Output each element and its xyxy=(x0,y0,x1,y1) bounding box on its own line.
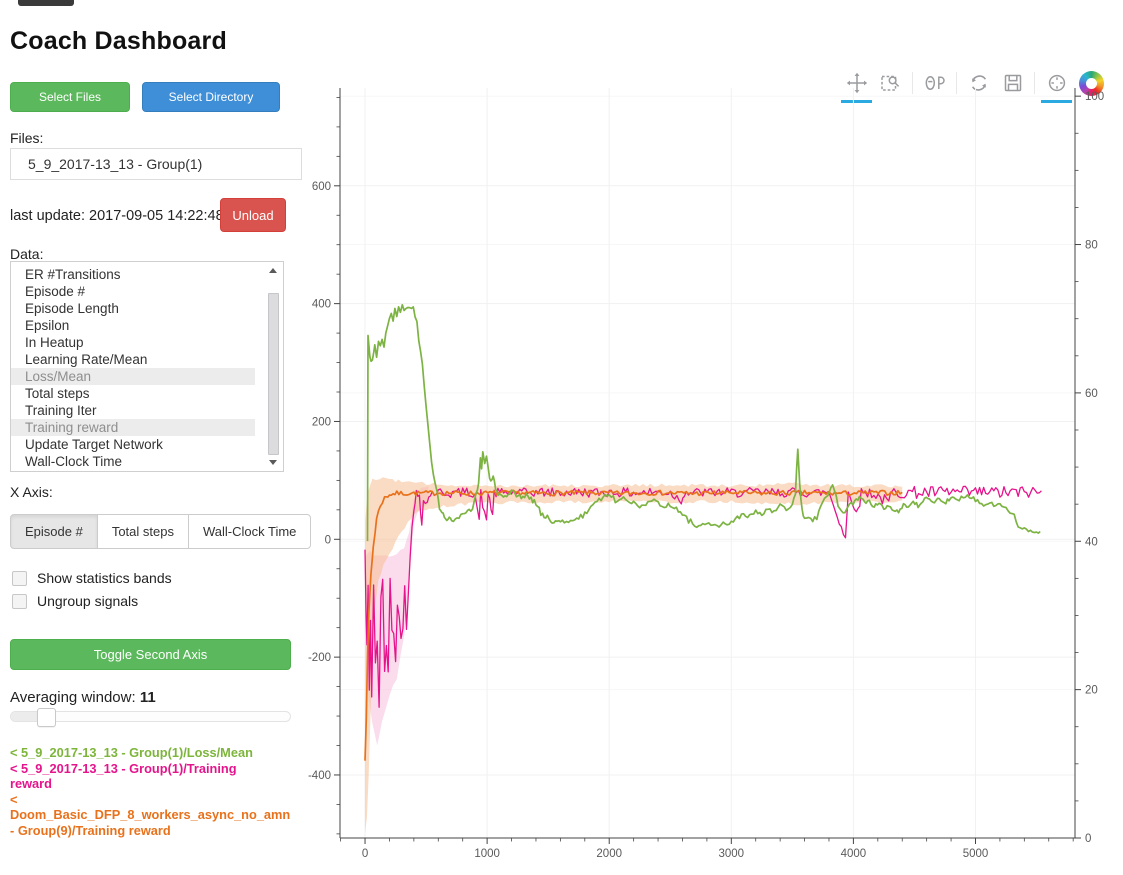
list-item[interactable]: Update Target Network xyxy=(25,437,163,452)
page-title: Coach Dashboard xyxy=(10,26,227,55)
box-zoom-tool-icon[interactable] xyxy=(876,70,905,96)
axis-tick-label: 40 xyxy=(1085,536,1098,548)
select-directory-button[interactable]: Select Directory xyxy=(142,82,280,112)
axis-tick-label: 0 xyxy=(362,848,368,860)
plot-toolbar xyxy=(841,66,1104,103)
legend-entry[interactable]: < 5_9_2017-13_13 - Group(1)/Training rewa… xyxy=(10,761,302,792)
files-select[interactable]: 5_9_2017-13_13 - Group(1) xyxy=(10,148,302,180)
checkbox[interactable] xyxy=(12,570,27,586)
scroll-down-icon[interactable] xyxy=(269,460,277,465)
unload-button[interactable]: Unload xyxy=(220,198,286,232)
axis-tick-label: 20 xyxy=(1085,685,1098,697)
legend-line: < 5_9_2017-13_13 - Group(1)/Loss/Mean xyxy=(10,745,253,760)
slider-fill xyxy=(11,712,39,721)
axis-tick-label: -400 xyxy=(308,770,331,782)
save-tool-icon[interactable] xyxy=(998,70,1027,96)
averaging-window-text: Averaging window: xyxy=(10,689,140,706)
toolbar-separator xyxy=(1034,72,1035,94)
axis-tick-label: 600 xyxy=(312,181,331,193)
toggle-second-axis-button[interactable]: Toggle Second Axis xyxy=(10,639,291,670)
toolbar-separator xyxy=(912,72,913,94)
list-item[interactable]: Training reward xyxy=(11,419,255,436)
legend-line: - Group(9)/Training reward xyxy=(10,822,171,838)
axis-tick-label: 0 xyxy=(1085,833,1091,845)
axis-tick-label: 4000 xyxy=(841,848,867,860)
series-line xyxy=(364,489,903,761)
axis-tick-label: 2000 xyxy=(596,848,622,860)
series-line xyxy=(366,303,1041,542)
list-item[interactable]: Wall-Clock Time xyxy=(25,454,123,469)
legend-line: < xyxy=(10,791,18,807)
hover-tool-icon[interactable] xyxy=(1041,70,1072,103)
list-item[interactable]: Epsilon xyxy=(25,318,70,333)
x-axis-option-episode-[interactable]: Episode # xyxy=(10,514,98,549)
list-item[interactable]: ER #Transitions xyxy=(25,267,121,282)
averaging-window-value: 11 xyxy=(139,689,156,706)
averaging-window-label: Averaging window: 11 xyxy=(10,689,156,706)
stats-band xyxy=(365,477,903,834)
axis-tick-label: 5000 xyxy=(963,848,989,860)
select-files-button[interactable]: Select Files xyxy=(10,82,130,112)
scroll-up-icon[interactable] xyxy=(269,268,277,273)
list-item[interactable]: Total steps xyxy=(25,386,90,401)
wheel-zoom-tool-icon[interactable] xyxy=(920,70,949,96)
checkbox-label: Ungroup signals xyxy=(37,593,139,609)
bokeh-logo-icon[interactable] xyxy=(1079,70,1104,96)
legend-line: Doom_Basic_DFP_8_workers_async_no_amn xyxy=(10,807,291,822)
legend-entry[interactable]: < 5_9_2017-13_13 - Group(1)/Loss/Mean xyxy=(10,745,302,761)
x-axis-option-wall-clock-time[interactable]: Wall-Clock Time xyxy=(187,514,312,549)
legend-line: reward xyxy=(10,776,52,791)
files-label: Files: xyxy=(10,130,44,146)
x-axis-radio-group: Episode # Total steps Wall-Clock Time xyxy=(10,514,312,549)
axis-tick-label: 60 xyxy=(1085,388,1098,400)
axis-tick-label: 3000 xyxy=(719,848,745,860)
data-label: Data: xyxy=(10,246,44,262)
pan-tool-icon[interactable] xyxy=(841,70,872,103)
last-update-text: last update: 2017-09-05 14:22:48 xyxy=(10,208,224,224)
x-axis-option-total-steps[interactable]: Total steps xyxy=(96,514,189,549)
scrollbar[interactable] xyxy=(268,265,279,468)
checkbox[interactable] xyxy=(12,593,27,609)
axis-tick-label: 200 xyxy=(312,416,331,428)
scrollbar-thumb[interactable] xyxy=(268,293,279,455)
x-axis-label: X Axis: xyxy=(10,484,53,500)
toolbar-separator xyxy=(956,72,957,94)
legend-line: < 5_9_2017-13_13 - Group(1)/Training xyxy=(10,760,237,776)
averaging-window-slider[interactable] xyxy=(10,708,291,727)
list-item[interactable]: In Heatup xyxy=(25,335,84,350)
series-line xyxy=(364,485,1042,708)
list-item[interactable]: Episode Length xyxy=(25,301,119,316)
legend-entry[interactable]: < Doom_Basic_DFP_8_workers_async_no_amn - … xyxy=(10,792,302,839)
slider-thumb[interactable] xyxy=(37,708,56,727)
axis-tick-label: 1000 xyxy=(474,848,500,860)
checkbox-label: Show statistics bands xyxy=(37,570,172,586)
axis-tick-label: -200 xyxy=(308,652,331,664)
list-item[interactable]: Loss/Mean xyxy=(11,368,255,385)
axis-tick-label: 0 xyxy=(325,534,331,546)
list-item[interactable]: Training Iter xyxy=(25,403,97,418)
list-item[interactable]: Episode # xyxy=(25,284,86,299)
data-multiselect[interactable]: ER #Transitions Episode # Episode Length Ep… xyxy=(10,261,284,472)
axis-tick-label: 80 xyxy=(1085,240,1098,252)
checkbox-row: Show statistics bands xyxy=(12,570,172,586)
list-item[interactable]: Learning Rate/Mean xyxy=(25,352,148,367)
reset-tool-icon[interactable] xyxy=(964,70,993,96)
axis-tick-label: 400 xyxy=(312,299,331,311)
series-legend: < 5_9_2017-13_13 - Group(1)/Loss/Mean < 5… xyxy=(10,745,302,838)
browser-artifact xyxy=(18,0,74,6)
checkbox-row: Ungroup signals xyxy=(12,593,138,609)
axis-tick-label: 100 xyxy=(1085,91,1104,103)
